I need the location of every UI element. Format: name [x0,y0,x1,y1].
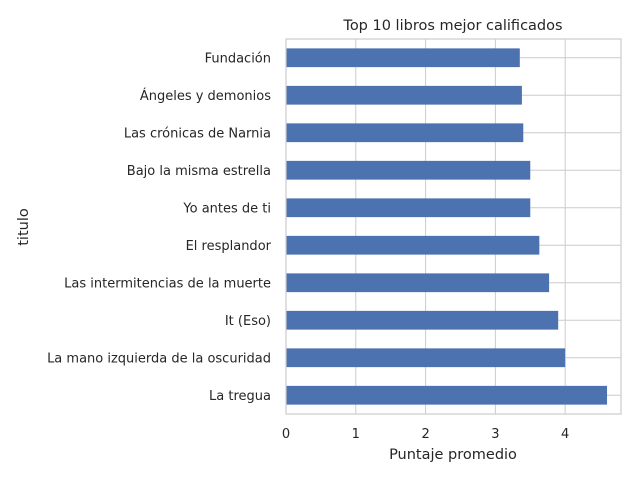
y-tick-label: El resplandor [186,239,272,254]
x-axis-label: Puntaje promedio [389,447,517,463]
y-tick-label: La tregua [209,389,271,404]
y-tick-label: It (Eso) [225,314,271,329]
y-tick-label: La mano izquierda de la oscuridad [47,351,271,366]
y-tick-label: Ángeles y demonios [140,88,271,104]
bar [286,85,522,105]
y-tick-label: Yo antes de ti [182,201,271,216]
bar [286,123,524,143]
y-tick-label: Las intermitencias de la muerte [64,276,271,291]
y-tick-label: Bajo la misma estrella [127,164,271,179]
bar [286,348,566,368]
plot-border [285,38,622,415]
bar [286,385,608,405]
x-tick-label: 0 [282,427,290,442]
chart-title: Top 10 libros mejor calificados [342,18,562,34]
bar [286,198,531,218]
y-tick-label: Las crónicas de Narnia [124,126,271,141]
x-tick-label: 2 [421,427,429,442]
bars [286,48,608,405]
y-tick-label: Fundación [205,51,271,66]
x-tick-label: 1 [352,427,360,442]
bar [286,235,540,255]
y-tick-labels: Fundación Ángeles y demonios Las crónicas … [47,51,272,404]
bar [286,273,550,293]
plot-frame [285,38,622,415]
x-tick-label: 3 [491,427,499,442]
x-tick-label: 4 [561,427,569,442]
bar [286,310,559,330]
y-axis-label: titulo [16,208,32,246]
bar [286,48,520,68]
x-tick-labels: 0 1 2 3 4 [282,427,569,442]
bar [286,160,531,180]
